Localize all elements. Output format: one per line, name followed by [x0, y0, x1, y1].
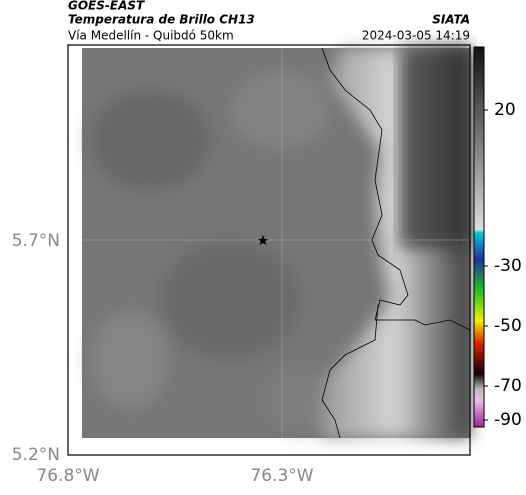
- datetime: 2024-03-05 14:19: [362, 29, 470, 43]
- colorbar-ticks: [484, 109, 488, 421]
- colorbar-label: -90: [494, 410, 522, 430]
- subtitle: Temperatura de Brillo CH13: [68, 13, 255, 27]
- title: GOES-EAST: [68, 0, 145, 13]
- colorbar: [473, 46, 485, 428]
- colorbar-label: 20: [494, 100, 516, 120]
- colorbar-label: -70: [494, 376, 522, 396]
- lat-label: 5.7°N: [12, 231, 60, 251]
- source: SIATA: [432, 13, 470, 27]
- lat-label: 5.2°N: [12, 445, 60, 465]
- satellite-image: [82, 47, 471, 439]
- route: Vía Medellín - Quibdó 50km: [68, 29, 234, 43]
- map-frame: [67, 44, 471, 456]
- lon-label: 76.8°W: [36, 466, 99, 486]
- colorbar-label: -30: [494, 256, 522, 276]
- lon-label: 76.3°W: [250, 466, 313, 486]
- colorbar-label: -50: [494, 316, 522, 336]
